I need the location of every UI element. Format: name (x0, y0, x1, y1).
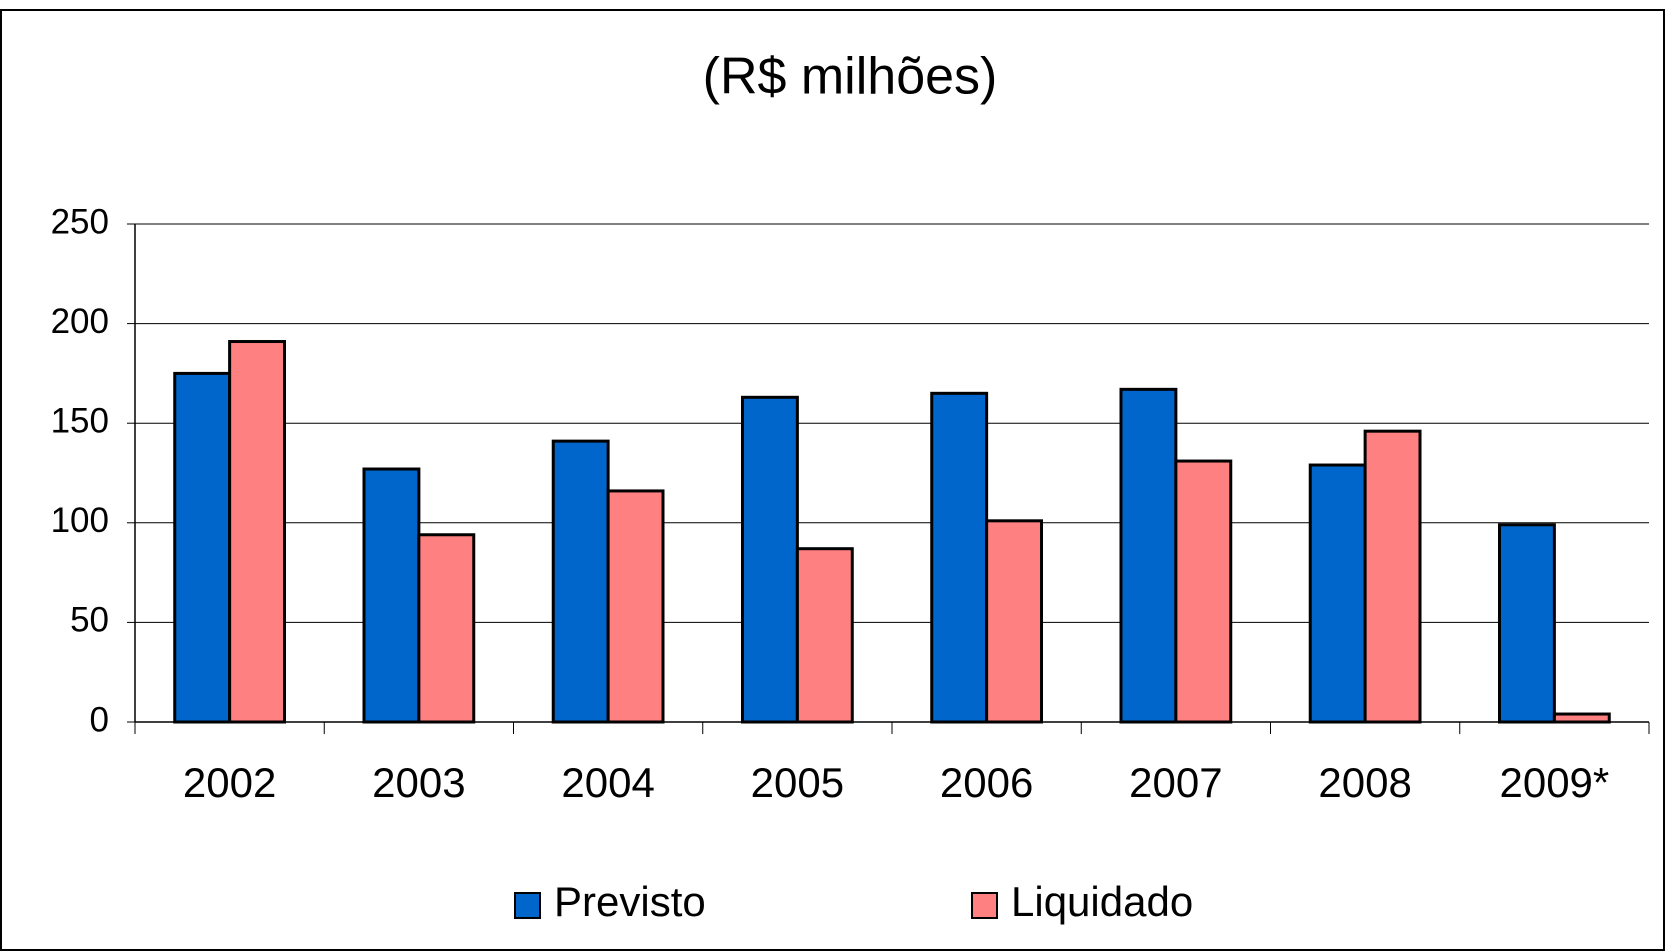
bar (1552, 712, 1611, 724)
y-tick-label: 200 (51, 302, 109, 341)
bar (551, 439, 610, 724)
bar (1497, 523, 1556, 724)
x-tick-label: 2004 (561, 759, 654, 806)
bar (1363, 429, 1422, 724)
y-tick-label: 100 (51, 501, 109, 540)
x-tick-label: 2002 (183, 759, 276, 806)
y-tick-label: 0 (90, 700, 109, 739)
bar (1119, 387, 1178, 724)
bar (362, 467, 421, 724)
legend-swatch (971, 892, 998, 919)
bar (930, 391, 989, 724)
legend-label: Liquidado (1011, 878, 1193, 925)
bar (417, 533, 476, 724)
x-tick-label: 2006 (940, 759, 1033, 806)
bar (228, 340, 287, 724)
bar (1174, 459, 1233, 724)
y-tick-label: 150 (51, 401, 109, 440)
legend-swatch (514, 892, 541, 919)
x-tick-label: 2007 (1129, 759, 1222, 806)
chart-title: (R$ milhões) (703, 48, 998, 106)
bar (795, 547, 854, 724)
bar (606, 489, 665, 724)
y-tick-label: 50 (70, 601, 109, 640)
x-tick-label: 2008 (1318, 759, 1411, 806)
bar (985, 519, 1044, 724)
bar (1308, 463, 1367, 724)
x-tick-label: 2005 (751, 759, 844, 806)
bar (740, 395, 799, 724)
y-tick-label: 250 (51, 202, 109, 241)
x-tick-label: 2003 (372, 759, 465, 806)
legend-label: Previsto (554, 878, 706, 925)
bar (173, 371, 232, 724)
x-tick-label: 2009* (1499, 759, 1609, 806)
